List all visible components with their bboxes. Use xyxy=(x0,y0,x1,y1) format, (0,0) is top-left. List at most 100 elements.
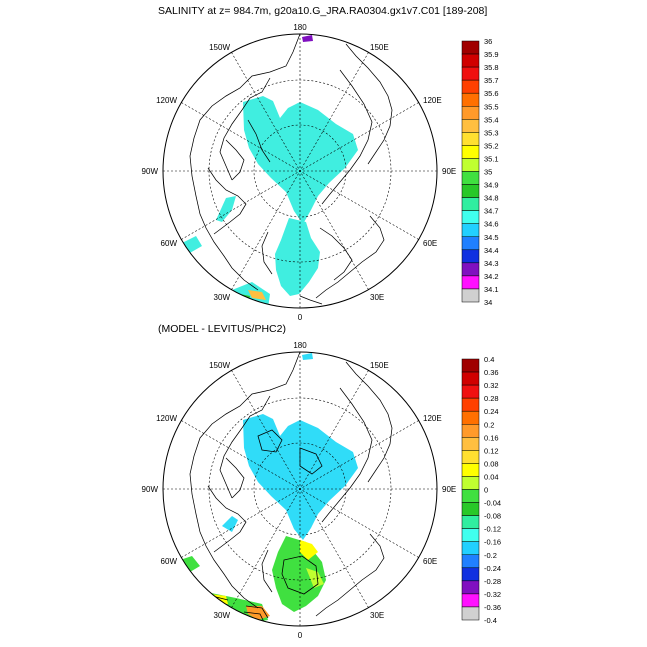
bottom-colorbar-label: -0.24 xyxy=(484,564,501,573)
top-colorbar-label: 34.3 xyxy=(484,259,499,268)
top-colorbar-label: 34.6 xyxy=(484,220,499,229)
bottom-colorbar: 0.4 0.36 0.32 0.28 0.24 0.2 0.16 0.12 0.08 0.04 0 -… xyxy=(461,355,501,625)
top-colorbar-swatch xyxy=(461,53,480,68)
bottom-colorbar-swatch xyxy=(461,476,480,490)
bottom-lon-30e: 30E xyxy=(370,611,384,620)
bottom-colorbar-label: 0.16 xyxy=(484,433,499,442)
bottom-lon-120e: 120E xyxy=(423,414,442,423)
top-lon-150w: 150W xyxy=(209,43,230,52)
top-colorbar-label: 35 xyxy=(484,168,492,177)
bottom-colorbar-label: 0.24 xyxy=(484,407,499,416)
bottom-coastlines xyxy=(189,352,393,617)
bottom-colorbar-label: -0.4 xyxy=(484,616,497,625)
top-colorbar-label: 34 xyxy=(484,298,492,307)
top-lon-150e: 150E xyxy=(370,43,389,52)
top-title: SALINITY at z= 984.7m, g20a10.G_JRA.RA03… xyxy=(158,5,487,17)
bottom-lon-120w: 120W xyxy=(156,414,177,423)
top-colorbar-label: 35.7 xyxy=(484,76,499,85)
bottom-colorbar-label: -0.16 xyxy=(484,538,501,547)
bottom-colorbar-label: -0.32 xyxy=(484,590,501,599)
bottom-lon-60w: 60W xyxy=(161,557,178,566)
top-colorbar-swatch xyxy=(461,197,480,211)
top-lon-labels: 180 150E 120E 90E 60E 30E 0 30W 60W 90W … xyxy=(142,23,457,322)
bottom-anomaly-baffin xyxy=(222,516,238,532)
top-lon-90e: 90E xyxy=(442,167,456,176)
bottom-colorbar-swatch xyxy=(461,541,480,556)
bottom-lon-90w: 90W xyxy=(142,485,159,494)
top-colorbar-label: 35.8 xyxy=(484,63,499,72)
bottom-lon-150e: 150E xyxy=(370,361,389,370)
bottom-colorbar-label: 0.2 xyxy=(484,420,494,429)
bottom-colorbar-swatch xyxy=(461,593,480,608)
top-colorbar-label: 35.5 xyxy=(484,102,499,111)
top-colorbar-label: 34.7 xyxy=(484,207,499,216)
bottom-colorbar-label: -0.36 xyxy=(484,603,501,612)
bottom-colorbar-label: -0.08 xyxy=(484,512,501,521)
bottom-colorbar-swatch xyxy=(461,450,480,464)
top-colorbar: 36 35.9 35.8 35.7 35.6 35.5 35.4 35.3 35.2 35.1 35… xyxy=(461,37,499,307)
top-lon-90w: 90W xyxy=(142,167,159,176)
bottom-colorbar-swatch xyxy=(461,489,480,503)
top-panel: SALINITY at z= 984.7m, g20a10.G_JRA.RA03… xyxy=(142,5,499,322)
top-colorbar-swatch xyxy=(461,158,480,172)
top-colorbar-label: 34.9 xyxy=(484,181,499,190)
top-colorbar-swatch xyxy=(461,210,480,224)
bottom-lon-150w: 150W xyxy=(209,361,230,370)
bottom-lon-labels: 180 150E 120E 90E 60E 30E 0 30W 60W 90W … xyxy=(142,341,457,640)
bottom-lon-60e: 60E xyxy=(423,557,437,566)
top-colorbar-label: 34.1 xyxy=(484,285,499,294)
top-colorbar-swatch xyxy=(461,236,480,251)
top-colorbar-swatch xyxy=(461,40,480,55)
bottom-map xyxy=(162,351,438,627)
bottom-colorbar-swatch xyxy=(461,502,480,516)
bottom-colorbar-label: -0.12 xyxy=(484,525,501,534)
top-colorbar-swatch xyxy=(461,223,480,237)
top-colorbar-swatch xyxy=(461,66,480,81)
bottom-colorbar-swatch xyxy=(461,410,480,425)
bottom-colorbar-label: 0.32 xyxy=(484,381,499,390)
top-colorbar-swatch xyxy=(461,92,480,107)
top-lon-60w: 60W xyxy=(161,239,178,248)
bottom-colorbar-swatch xyxy=(461,397,480,412)
bottom-colorbar-label: -0.28 xyxy=(484,577,501,586)
top-salinity-bering-patch xyxy=(302,35,313,42)
bottom-colorbar-swatch xyxy=(461,580,480,595)
bottom-colorbar-label: 0.28 xyxy=(484,394,499,403)
bottom-colorbar-label: 0.36 xyxy=(484,368,499,377)
top-colorbar-label: 34.8 xyxy=(484,194,499,203)
bottom-colorbar-label: -0.04 xyxy=(484,499,501,508)
bottom-anomaly-labrador xyxy=(180,556,200,572)
top-colorbar-label: 35.4 xyxy=(484,115,499,124)
bottom-colorbar-label: 0.04 xyxy=(484,472,499,481)
top-map-boundary xyxy=(162,33,438,309)
bottom-graticule xyxy=(163,352,437,626)
bottom-colorbar-swatch xyxy=(461,606,480,621)
bottom-colorbar-swatch xyxy=(461,554,480,569)
bottom-anomaly-central-basin xyxy=(243,414,358,540)
bottom-colorbar-swatch xyxy=(461,463,480,477)
bottom-colorbar-label: 0.08 xyxy=(484,459,499,468)
top-colorbar-swatch xyxy=(461,106,480,120)
top-colorbar-swatch xyxy=(461,119,480,133)
top-lon-120e: 120E xyxy=(423,96,442,105)
top-lon-120w: 120W xyxy=(156,96,177,105)
bottom-colorbar-label: -0.2 xyxy=(484,551,497,560)
top-salinity-baffin xyxy=(216,196,236,222)
top-graticule xyxy=(163,34,437,308)
top-salinity-nordic-seas xyxy=(275,218,320,296)
bottom-colorbar-swatch xyxy=(461,424,480,438)
top-colorbar-swatch xyxy=(461,79,480,94)
top-colorbar-swatch xyxy=(461,184,480,198)
top-colorbar-label: 35.2 xyxy=(484,141,499,150)
bottom-map-boundary xyxy=(162,351,438,627)
top-lon-0: 0 xyxy=(298,313,303,322)
top-colorbar-label: 35.6 xyxy=(484,89,499,98)
top-colorbar-label: 35.9 xyxy=(484,50,499,59)
top-colorbar-label: 35.1 xyxy=(484,154,499,163)
top-lon-180: 180 xyxy=(293,23,307,32)
bottom-colorbar-swatch xyxy=(461,437,480,451)
top-map xyxy=(162,33,438,309)
bottom-colorbar-swatch xyxy=(461,515,480,529)
bottom-lon-30w: 30W xyxy=(214,611,231,620)
